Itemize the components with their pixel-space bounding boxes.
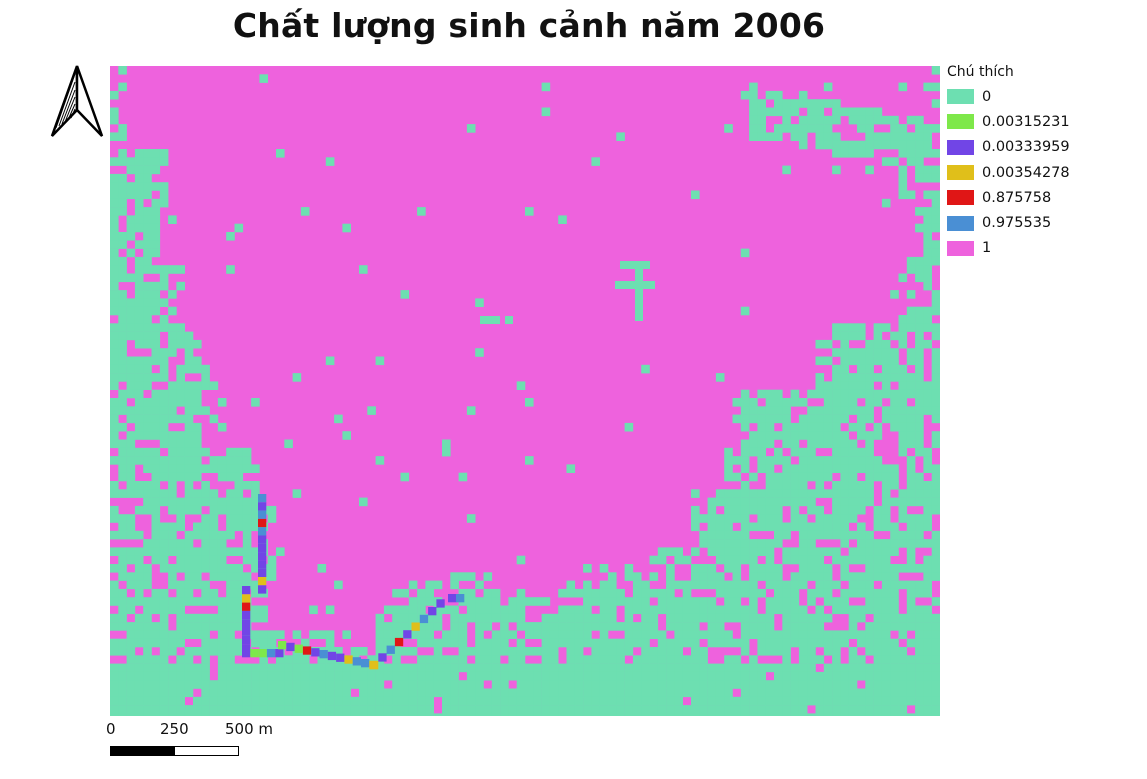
north-arrow-icon — [48, 64, 106, 140]
legend-label: 0.00315231 — [982, 113, 1070, 130]
legend-item: 0.00315231 — [947, 109, 1137, 134]
scale-bar-white-segment — [174, 746, 239, 756]
legend-label: 0.875758 — [982, 189, 1052, 206]
legend-label: 0.00354278 — [982, 164, 1070, 181]
legend-swatch — [947, 165, 974, 181]
scale-label-500: 500 m — [225, 720, 274, 738]
legend: Chú thích 0 0.00315231 0.00333959 0.0035427… — [947, 64, 1137, 261]
legend-swatch — [947, 139, 974, 155]
legend-label: 1 — [982, 240, 992, 257]
scale-bar: 0 250 500 m — [104, 720, 304, 766]
legend-item: 0.875758 — [947, 185, 1137, 210]
legend-item: 1 — [947, 236, 1137, 261]
legend-item: 0 — [947, 84, 1137, 109]
map-title: Chất lượng sinh cảnh năm 2006 — [232, 6, 826, 45]
legend-label: 0.00333959 — [982, 139, 1070, 156]
scale-label-0: 0 — [106, 720, 116, 738]
scale-label-250: 250 — [160, 720, 189, 738]
legend-item: 0.00333959 — [947, 135, 1137, 160]
scale-bar-black-segment — [110, 746, 175, 756]
legend-item: 0.975535 — [947, 210, 1137, 235]
legend-swatch — [947, 114, 974, 130]
legend-swatch — [947, 190, 974, 206]
legend-title: Chú thích — [947, 64, 1014, 80]
legend-swatch — [947, 89, 974, 105]
legend-swatch — [947, 240, 974, 256]
habitat-quality-raster — [110, 66, 940, 716]
legend-label: 0 — [982, 88, 992, 105]
legend-item: 0.00354278 — [947, 160, 1137, 185]
legend-swatch — [947, 215, 974, 231]
legend-label: 0.975535 — [982, 215, 1052, 232]
